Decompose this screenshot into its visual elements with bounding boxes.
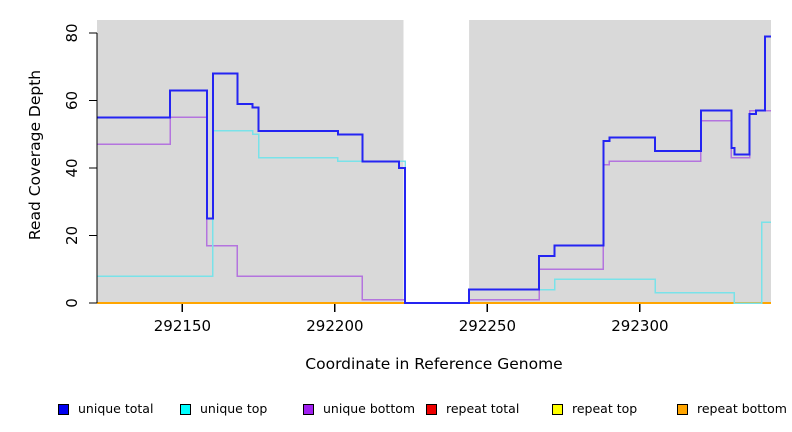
series-unique-total [97,35,771,304]
legend-swatch-icon [303,403,314,415]
y-tick-label: 0 [63,298,81,308]
legend-swatch-icon [426,403,437,415]
y-tick-label: 40 [63,158,81,177]
legend-label: repeat bottom [697,401,787,416]
series-unique-bottom [97,109,771,304]
y-tick-label: 20 [63,226,81,245]
legend-item-repeat-total: repeat total [426,402,519,416]
legend-swatch-icon [58,403,69,415]
y-tick-label: 80 [63,23,81,42]
x-tick-label: 292300 [611,317,668,335]
legend-swatch-icon [552,403,563,415]
x-axis-title: Coordinate in Reference Genome [305,355,563,373]
legend-item-repeat-bottom: repeat bottom [677,402,787,416]
masked-region [403,20,470,303]
x-tick-label: 292200 [306,317,363,335]
y-tick-label: 60 [63,91,81,110]
legend-swatch-icon [677,403,688,415]
legend-item-unique-bottom: unique bottom [303,402,415,416]
legend-label: unique bottom [323,401,416,416]
legend-item-unique-top: unique top [180,402,267,416]
y-axis-title: Read Coverage Depth [26,69,44,241]
legend-swatch-icon [180,403,191,415]
legend-label: unique top [200,401,268,416]
x-tick-label: 292250 [459,317,516,335]
legend-item-repeat-top: repeat top [552,402,637,416]
legend-label: unique total [78,401,154,416]
legend-label: repeat total [446,401,520,416]
legend-label: repeat top [572,401,638,416]
legend-item-unique-total: unique total [58,402,153,416]
x-tick-label: 292150 [154,317,211,335]
